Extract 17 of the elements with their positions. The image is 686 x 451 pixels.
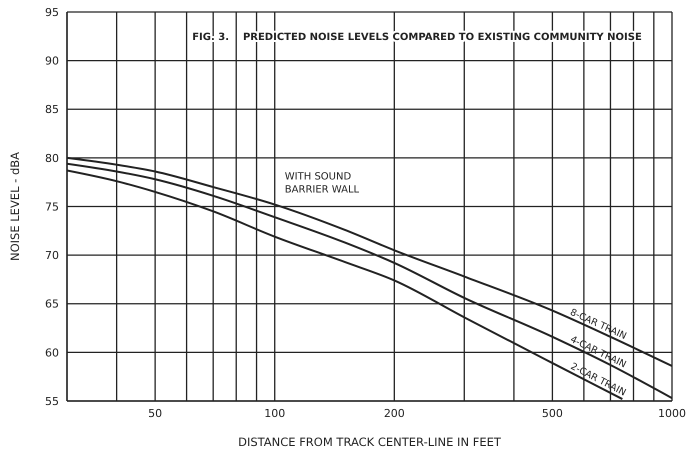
y-tick-label: 80 <box>45 152 59 165</box>
x-tick-label: 200 <box>384 406 405 420</box>
annotation: WITH SOUND BARRIER WALL <box>284 171 360 196</box>
x-tick-label: 100 <box>264 406 286 420</box>
y-tick-label: 90 <box>45 54 59 68</box>
y-tick-label: 60 <box>45 346 59 360</box>
x-tick-label: 1000 <box>658 406 686 420</box>
x-axis-title: DISTANCE FROM TRACK CENTER-LINE IN FEET <box>238 435 502 449</box>
y-tick-label: 65 <box>45 298 59 311</box>
y-axis-title: NOISE LEVEL - dBA <box>8 152 22 261</box>
y-tick-label: 70 <box>45 249 59 262</box>
y-tick-label: 75 <box>45 200 59 214</box>
x-tick-label: 50 <box>148 406 162 420</box>
y-tick-label: 55 <box>45 394 59 408</box>
y-tick-label: 85 <box>45 103 59 116</box>
y-tick-label: 95 <box>45 6 59 19</box>
x-tick-label: 500 <box>542 406 563 420</box>
